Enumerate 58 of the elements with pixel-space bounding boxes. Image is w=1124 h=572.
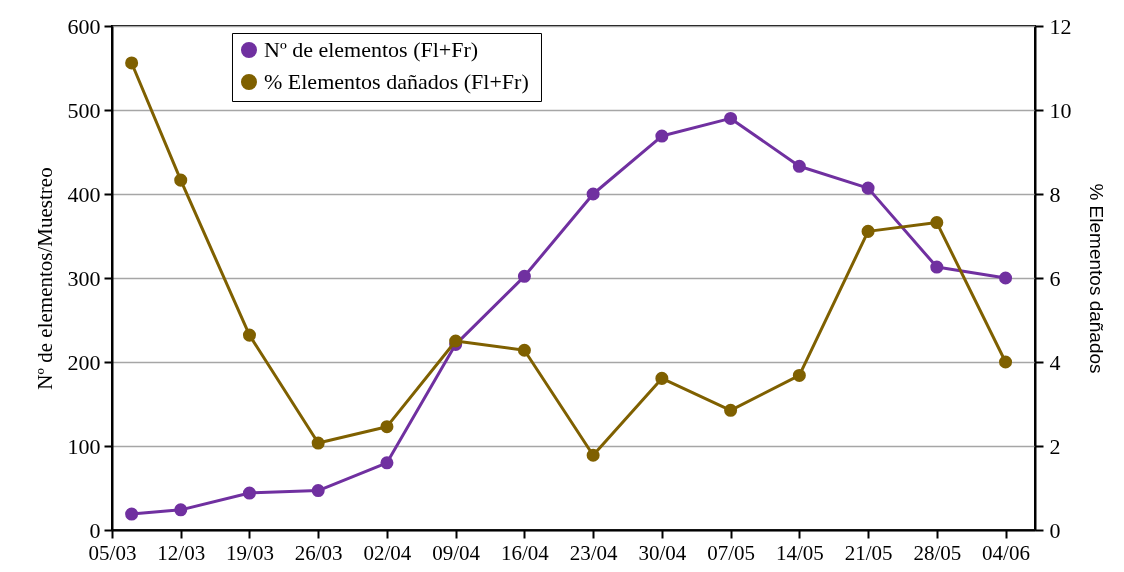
point — [655, 371, 669, 385]
y-tick-label: 200 — [67, 349, 101, 375]
y-axis-title: Nº de elementos/Muestreo — [32, 167, 57, 390]
point — [930, 216, 944, 230]
point — [311, 484, 325, 498]
point — [724, 403, 738, 417]
x-tick-label: 21/05 — [844, 540, 893, 565]
point — [655, 129, 669, 143]
y2-tick-label: 4 — [1049, 349, 1061, 375]
point — [792, 159, 806, 173]
x-tick-label: 14/05 — [775, 540, 824, 565]
x-tick-label: 16/04 — [500, 540, 550, 565]
point — [380, 420, 394, 434]
point — [125, 507, 139, 521]
point — [174, 173, 188, 187]
x-tick-label: 12/03 — [157, 540, 206, 565]
point — [861, 181, 875, 195]
point — [999, 355, 1013, 369]
point — [125, 56, 139, 70]
point — [380, 456, 394, 470]
point — [242, 486, 256, 500]
point — [586, 187, 600, 201]
x-tick-label: 09/04 — [432, 540, 481, 565]
x-tick-label: 30/04 — [638, 540, 687, 565]
point — [174, 503, 188, 517]
y2-tick-label: 2 — [1049, 433, 1061, 459]
y-tick-label: 400 — [67, 181, 101, 207]
point — [999, 271, 1013, 285]
y2-tick-label: 0 — [1049, 517, 1061, 543]
y-tick-label: 100 — [67, 433, 101, 459]
point — [930, 260, 944, 274]
y-tick-label: 300 — [67, 265, 101, 291]
x-tick-label: 02/04 — [363, 540, 412, 565]
point — [586, 448, 600, 462]
legend-label: % Elementos dañados (Fl+Fr) — [263, 69, 529, 94]
point — [242, 328, 256, 342]
x-tick-label: 23/04 — [569, 540, 619, 565]
y-tick-label: 600 — [67, 13, 101, 39]
point — [792, 368, 806, 382]
y2-tick-label: 6 — [1049, 265, 1061, 291]
x-tick-label: 26/03 — [294, 540, 343, 565]
point — [311, 436, 325, 450]
y2-tick-label: 12 — [1049, 13, 1072, 39]
point — [517, 343, 531, 357]
y-tick-label: 0 — [89, 517, 101, 543]
y2-axis-title: % Elementos dañados — [1085, 183, 1107, 374]
point — [861, 224, 875, 238]
y2-tick-label: 8 — [1049, 181, 1061, 207]
x-tick-label: 07/05 — [707, 540, 756, 565]
legend-label: Nº de elementos (Fl+Fr) — [263, 37, 479, 62]
x-tick-label: 05/03 — [88, 540, 137, 565]
y-tick-label: 500 — [67, 97, 101, 123]
y2-tick-label: 10 — [1049, 97, 1072, 123]
x-tick-label: 28/05 — [913, 540, 962, 565]
x-tick-label: 19/03 — [226, 540, 274, 565]
point — [517, 269, 531, 283]
x-tick-label: 04/06 — [982, 540, 1030, 565]
point — [724, 111, 738, 125]
